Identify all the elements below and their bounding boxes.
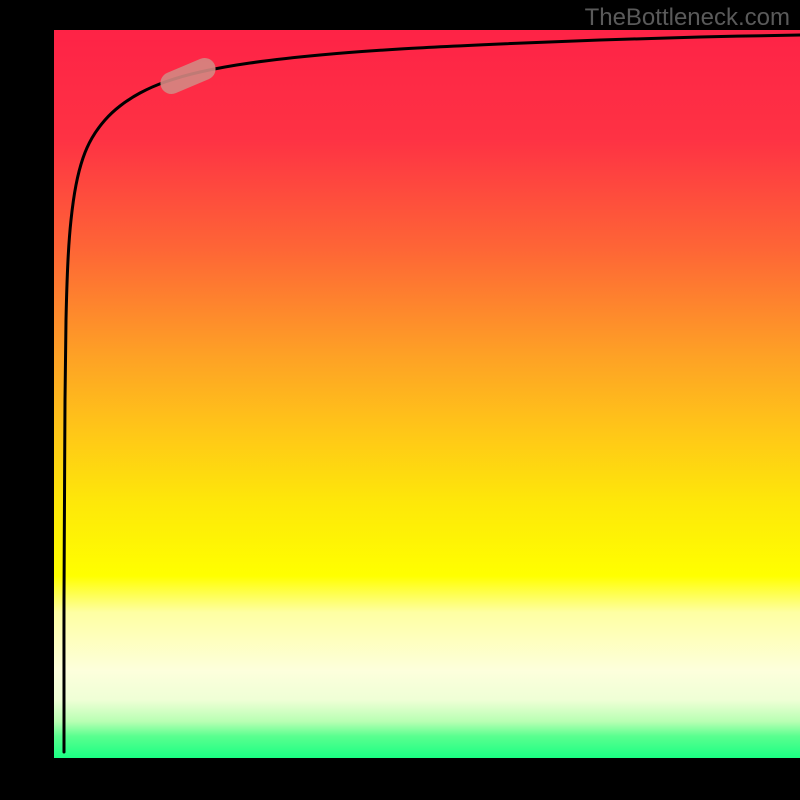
chart-container: TheBottleneck.com — [0, 0, 800, 800]
plot-area — [54, 30, 800, 758]
attribution-label: TheBottleneck.com — [585, 4, 790, 31]
bottleneck-chart: TheBottleneck.com — [0, 0, 800, 800]
